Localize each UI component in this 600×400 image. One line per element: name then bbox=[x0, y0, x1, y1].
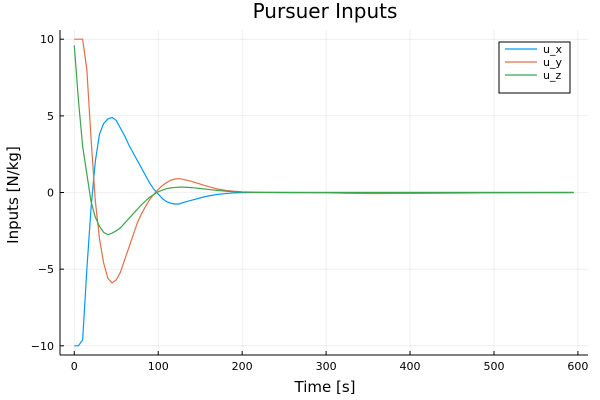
y-axis-label: Inputs [N/kg] bbox=[4, 146, 22, 244]
legend-label: u_z bbox=[543, 69, 561, 82]
chart-title: Pursuer Inputs bbox=[253, 0, 398, 23]
y-tick-label: 0 bbox=[47, 187, 54, 200]
x-tick-label: 300 bbox=[316, 360, 337, 373]
x-tick-label: 600 bbox=[567, 360, 588, 373]
legend-label: u_x bbox=[543, 43, 562, 56]
axes bbox=[59, 30, 588, 356]
x-tick-label: 400 bbox=[400, 360, 421, 373]
x-tick-label: 100 bbox=[148, 360, 169, 373]
legend: u_xu_yu_z bbox=[498, 41, 571, 94]
y-tick-label: 5 bbox=[47, 110, 54, 123]
x-tick-label: 0 bbox=[71, 360, 78, 373]
series-line-u-z bbox=[73, 45, 574, 236]
series-line-u-x bbox=[74, 116, 574, 347]
x-tick-label: 500 bbox=[483, 360, 504, 373]
legend-box bbox=[498, 41, 571, 94]
x-axis-label: Time [s] bbox=[294, 378, 356, 396]
series-lines bbox=[73, 38, 574, 347]
y-tick-label: 10 bbox=[40, 33, 54, 46]
y-tick-label: −5 bbox=[38, 263, 54, 276]
legend-label: u_y bbox=[543, 56, 562, 69]
tick-labels: 0 100 200 300 400 500 600 −10 −5 0 5 10 bbox=[31, 33, 589, 373]
y-tick-label: −10 bbox=[31, 340, 54, 353]
x-tick-label: 200 bbox=[232, 360, 253, 373]
